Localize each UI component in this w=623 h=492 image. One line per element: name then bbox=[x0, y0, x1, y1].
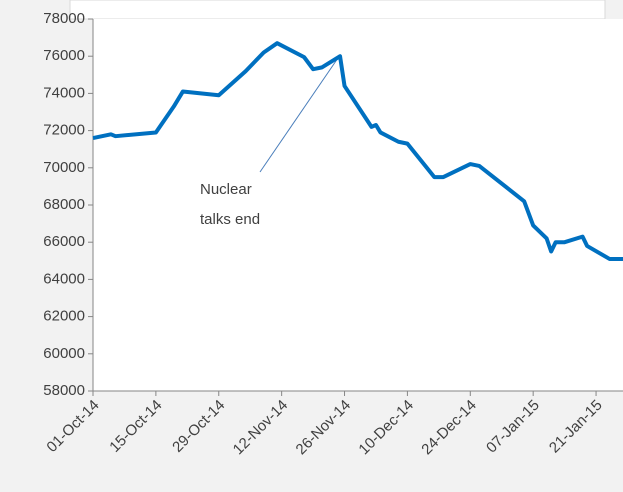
y-tick-label: 58000 bbox=[43, 382, 85, 399]
x-tick-label: 24-Dec-14 bbox=[418, 397, 480, 459]
y-tick-label: 60000 bbox=[43, 345, 85, 362]
data-line bbox=[92, 41, 623, 261]
x-tick-label: 29-Oct-14 bbox=[169, 397, 228, 456]
x-tick-label: 21-Jan-15 bbox=[546, 397, 606, 457]
y-tick-label: 66000 bbox=[43, 233, 85, 250]
x-tick-label: 26-Nov-14 bbox=[293, 397, 355, 459]
x-tick-label: 01-Oct-14 bbox=[43, 397, 102, 456]
y-tick-label: 62000 bbox=[43, 308, 85, 325]
annotation-pointer bbox=[259, 57, 339, 173]
top-box bbox=[69, 0, 606, 20]
plot-area bbox=[93, 19, 623, 391]
annotation-line: talks end bbox=[200, 211, 260, 228]
y-tick-label: 68000 bbox=[43, 196, 85, 213]
y-tick-label: 78000 bbox=[43, 10, 85, 27]
annotation-line: Nuclear bbox=[200, 181, 252, 198]
y-tick-label: 76000 bbox=[43, 47, 85, 64]
x-tick-label: 07-Jan-15 bbox=[483, 397, 543, 457]
x-tick-label: 10-Dec-14 bbox=[355, 397, 417, 459]
y-tick-label: 70000 bbox=[43, 159, 85, 176]
y-tick-label: 64000 bbox=[43, 270, 85, 287]
x-tick-label: 15-Oct-14 bbox=[106, 397, 165, 456]
y-tick-label: 72000 bbox=[43, 122, 85, 139]
y-tick-label: 74000 bbox=[43, 84, 85, 101]
x-tick-label: 12-Nov-14 bbox=[230, 397, 292, 459]
